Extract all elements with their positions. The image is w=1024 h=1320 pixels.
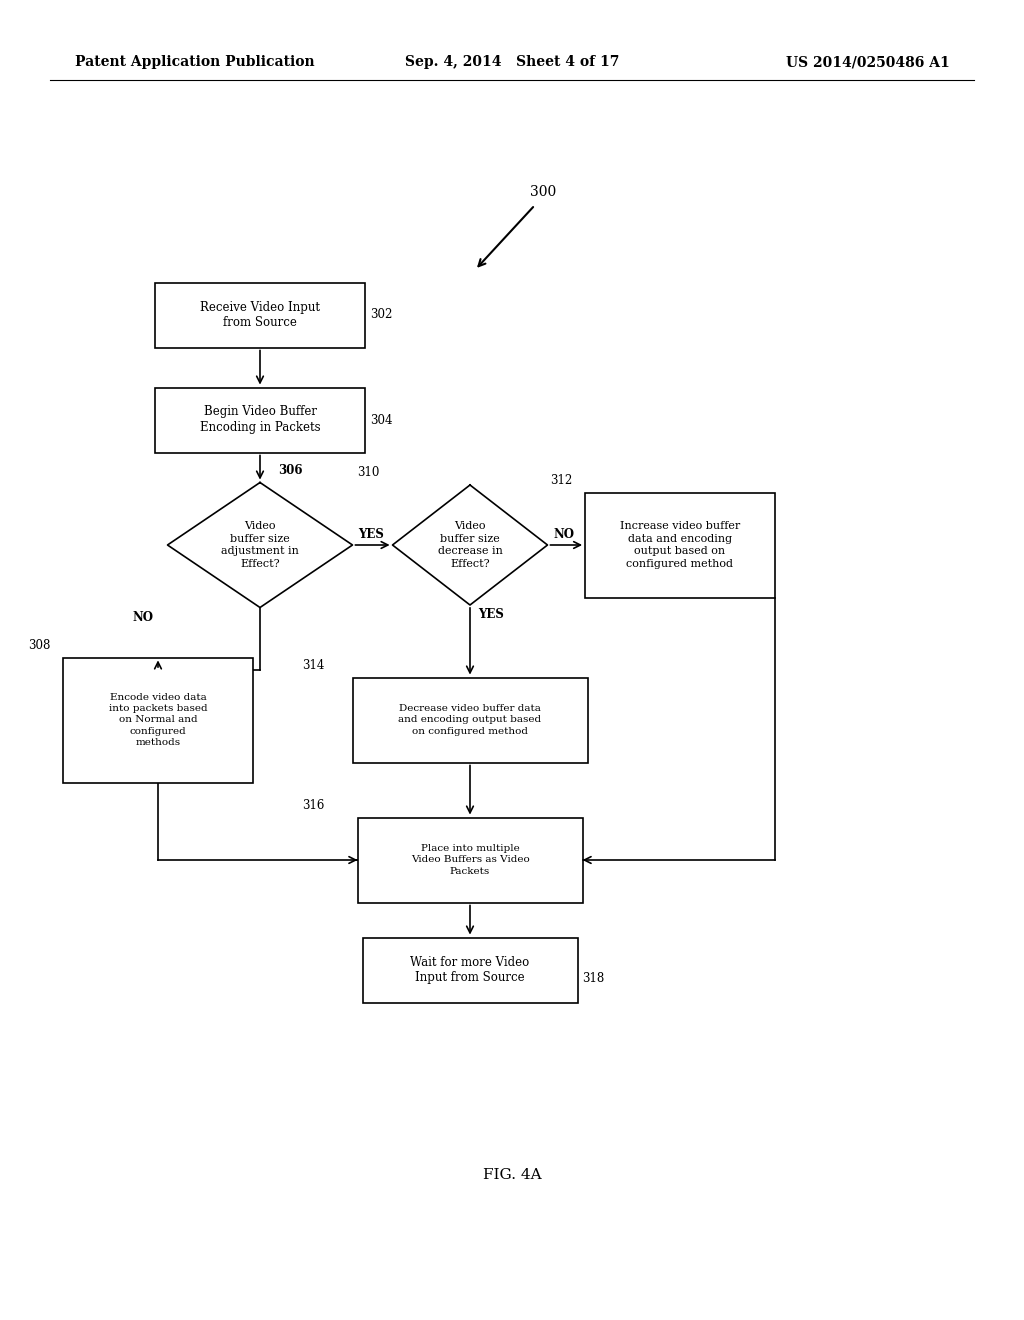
Text: 314: 314 [302,659,325,672]
Text: Increase video buffer
data and encoding
output based on
configured method: Increase video buffer data and encoding … [620,521,740,569]
Polygon shape [168,483,352,607]
Text: NO: NO [132,611,154,624]
Text: 304: 304 [370,413,392,426]
Bar [362,937,578,1002]
Polygon shape [392,484,548,605]
Bar [63,657,253,783]
Bar [585,492,775,598]
Text: Patent Application Publication: Patent Application Publication [75,55,314,69]
Bar [352,677,588,763]
Text: US 2014/0250486 A1: US 2014/0250486 A1 [786,55,950,69]
Text: 308: 308 [28,639,50,652]
Text: Begin Video Buffer
Encoding in Packets: Begin Video Buffer Encoding in Packets [200,405,321,434]
Text: NO: NO [554,528,574,541]
Text: Receive Video Input
from Source: Receive Video Input from Source [200,301,319,330]
Text: Place into multiple
Video Buffers as Video
Packets: Place into multiple Video Buffers as Vid… [411,845,529,875]
Text: YES: YES [358,528,384,541]
Bar [357,817,583,903]
Text: YES: YES [478,609,504,622]
Text: 302: 302 [370,309,392,322]
Text: Decrease video buffer data
and encoding output based
on configured method: Decrease video buffer data and encoding … [398,705,542,735]
Bar [155,388,365,453]
Text: Wait for more Video
Input from Source: Wait for more Video Input from Source [411,956,529,985]
Text: 310: 310 [357,466,380,479]
Text: Sep. 4, 2014   Sheet 4 of 17: Sep. 4, 2014 Sheet 4 of 17 [404,55,620,69]
Text: Video
buffer size
decrease in
Effect?: Video buffer size decrease in Effect? [437,521,503,569]
Text: 318: 318 [583,972,605,985]
Bar [155,282,365,347]
Text: FIG. 4A: FIG. 4A [482,1168,542,1181]
Text: Encode video data
into packets based
on Normal and
configured
methods: Encode video data into packets based on … [109,693,207,747]
Text: 312: 312 [550,474,572,487]
Text: 306: 306 [278,465,302,477]
Text: 300: 300 [530,185,556,199]
Text: Video
buffer size
adjustment in
Effect?: Video buffer size adjustment in Effect? [221,521,299,569]
Text: 316: 316 [302,799,325,812]
